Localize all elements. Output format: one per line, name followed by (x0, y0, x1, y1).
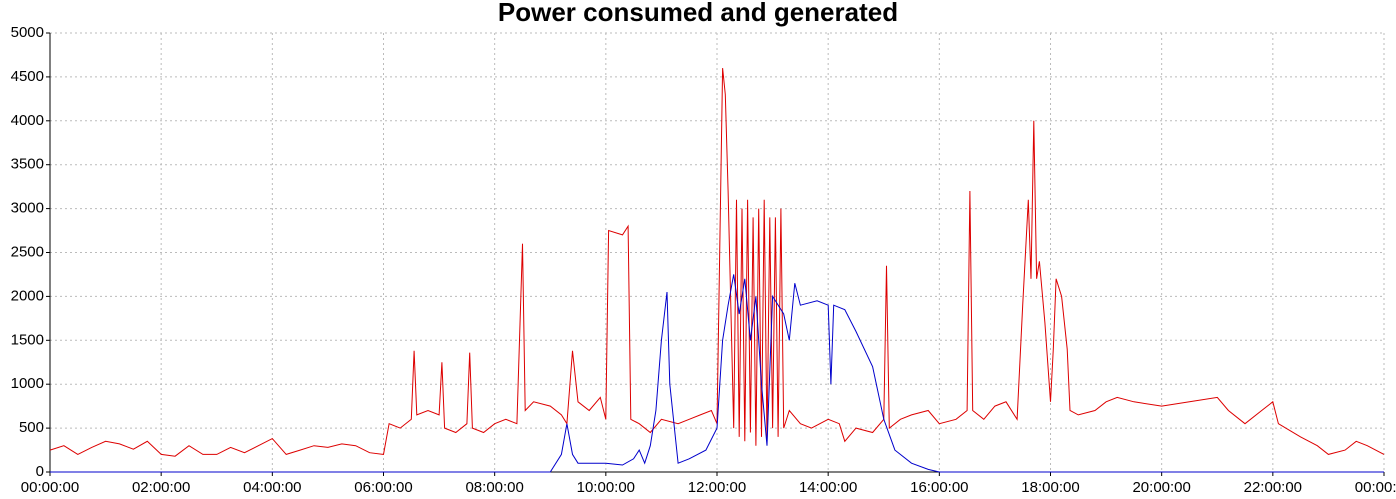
y-tick-label: 3500 (11, 156, 44, 173)
x-tick-label: 10:00:00 (577, 479, 635, 496)
y-tick-label: 5000 (11, 24, 44, 41)
x-tick-label: 04:00:00 (243, 479, 301, 496)
y-tick-label: 0 (36, 463, 44, 480)
x-tick-label: 18:00:00 (1021, 479, 1079, 496)
series-line (50, 274, 1384, 473)
x-tick-label: 16:00:00 (910, 479, 968, 496)
x-tick-label: 20:00:00 (1132, 479, 1190, 496)
y-tick-label: 1000 (11, 375, 44, 392)
x-tick-label: 00:00:00 (21, 479, 79, 496)
x-tick-label: 02:00:00 (132, 479, 190, 496)
x-tick-label: 12:00:00 (688, 479, 746, 496)
x-tick-label: 06:00:00 (354, 479, 412, 496)
x-tick-label: 22:00:00 (1244, 479, 1302, 496)
x-tick-label: 00:00:00 (1355, 479, 1396, 496)
chart-title: Power consumed and generated (498, 0, 898, 27)
y-tick-label: 2500 (11, 243, 44, 260)
y-tick-label: 2000 (11, 287, 44, 304)
x-tick-label: 08:00:00 (465, 479, 523, 496)
y-tick-label: 4000 (11, 112, 44, 129)
x-tick-label: 14:00:00 (799, 479, 857, 496)
y-tick-label: 3000 (11, 200, 44, 217)
series-line (49, 68, 1385, 457)
y-tick-label: 500 (19, 419, 44, 436)
y-tick-label: 4500 (11, 68, 44, 85)
y-tick-label: 1500 (11, 331, 44, 348)
